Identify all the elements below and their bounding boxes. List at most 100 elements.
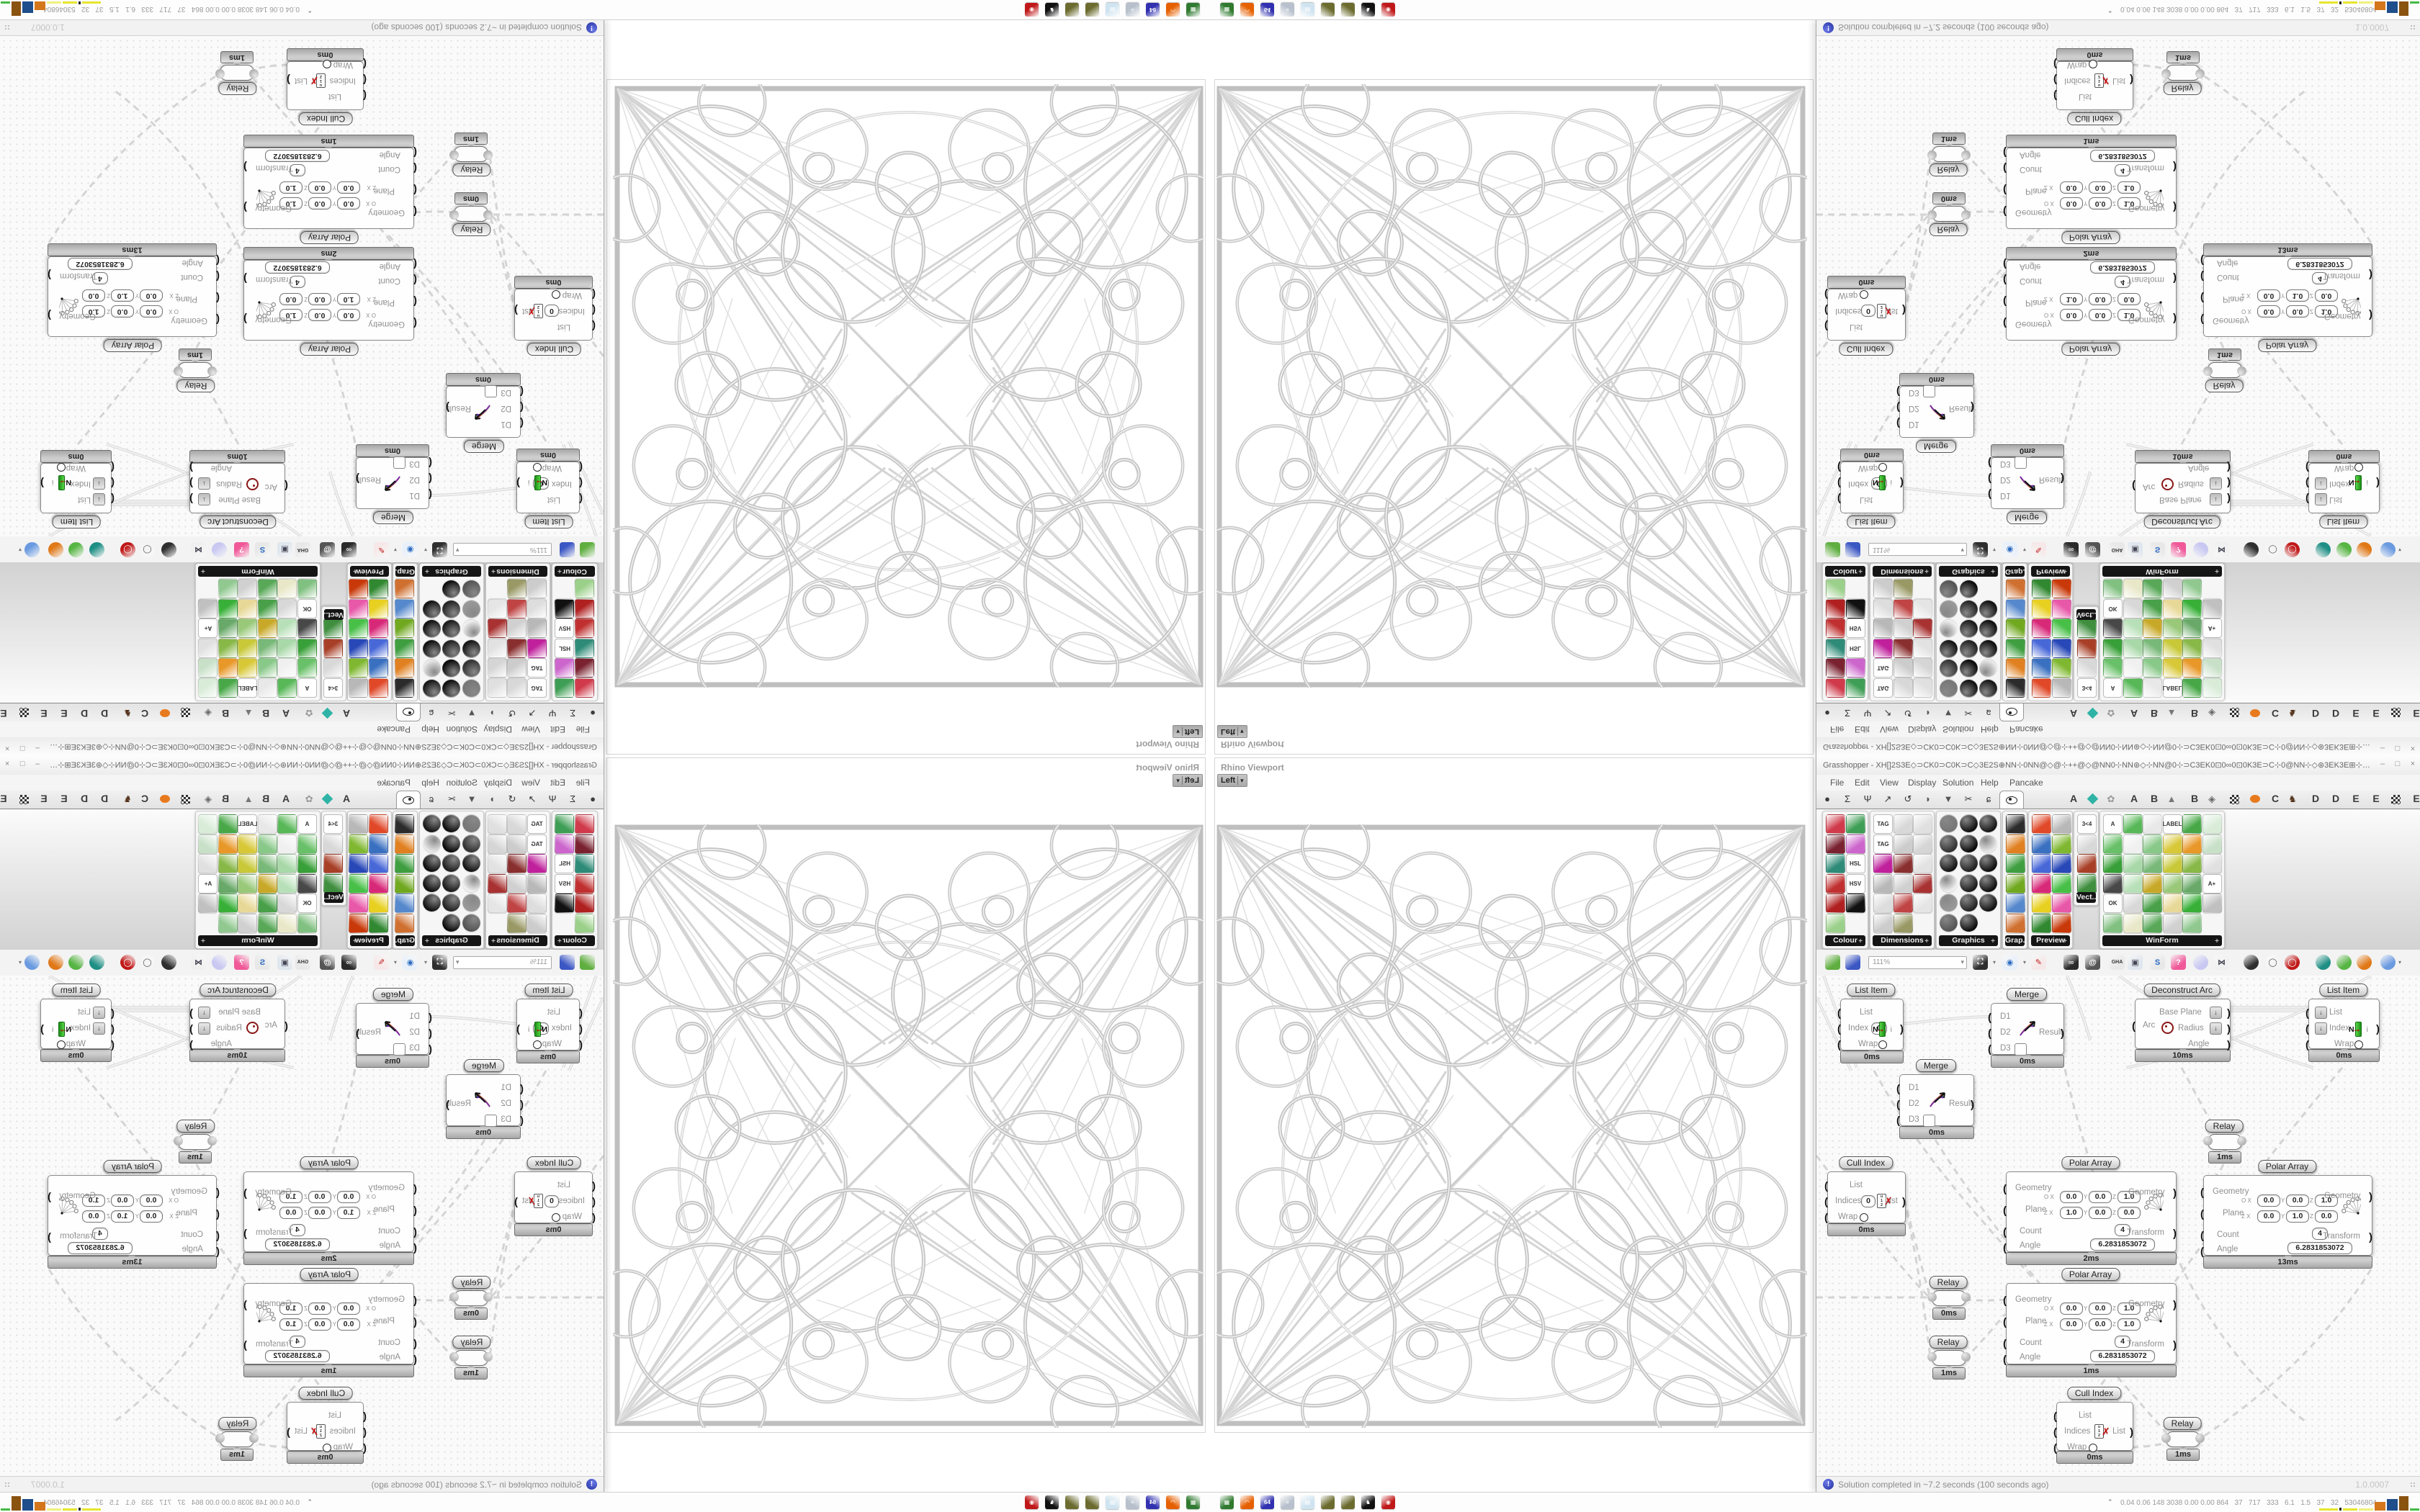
menu-help[interactable]: Help: [421, 724, 439, 734]
palette-icon[interactable]: [258, 814, 277, 834]
palette-icon[interactable]: [369, 873, 388, 894]
params-icon[interactable]: ●: [1824, 793, 1830, 804]
value-box[interactable]: 6.2831853072: [265, 150, 330, 162]
palette-icon[interactable]: [1845, 834, 1865, 854]
wire-hook[interactable]: (: [111, 461, 115, 473]
node-relay-capsule[interactable]: [2166, 65, 2200, 81]
palette-icon[interactable]: [442, 640, 461, 658]
resize-grip[interactable]: [2410, 24, 2416, 30]
palette-icon[interactable]: [349, 854, 369, 873]
palette-icon[interactable]: [297, 618, 317, 639]
palette-icon[interactable]: [462, 640, 480, 658]
palette-icon[interactable]: [575, 599, 594, 618]
wrap-toggle[interactable]: [1860, 290, 1868, 299]
wire-hook[interactable]: (: [2200, 292, 2204, 304]
orange-oval-icon[interactable]: [160, 795, 170, 803]
palette-icon[interactable]: [218, 814, 238, 834]
palette-icon[interactable]: [507, 678, 527, 698]
wire-hook[interactable]: (: [2053, 73, 2057, 86]
palette-icon[interactable]: [369, 658, 388, 678]
mountain-icon[interactable]: ▲: [2166, 708, 2177, 719]
value-box[interactable]: 1.0: [2286, 1210, 2309, 1223]
tab-E[interactable]: E: [60, 793, 68, 804]
palette-icon[interactable]: LABEL: [2162, 678, 2182, 698]
palette-icon[interactable]: [555, 678, 575, 698]
maths-icon[interactable]: Σ: [569, 708, 576, 719]
zoom-combo[interactable]: 111% ▾: [1868, 543, 1967, 556]
palette-icon[interactable]: [2123, 814, 2143, 834]
node-canvas[interactable]: List Item(((ListIndex0N→i)Wrap0msMerge(D…: [0, 976, 604, 1476]
clam-button[interactable]: [161, 955, 176, 970]
wire-hook[interactable]: ): [516, 477, 520, 489]
palette-icon[interactable]: [1873, 913, 1893, 933]
wire-hook[interactable]: (: [579, 1023, 583, 1035]
fit-view-button[interactable]: ⛶: [1973, 542, 1988, 557]
palette-label-preview[interactable]: Preview +: [350, 566, 389, 577]
value-box[interactable]: 6.2831853072: [2090, 1350, 2155, 1362]
node-relay[interactable]: Relay: [1929, 163, 1968, 176]
palette-icon[interactable]: [323, 639, 343, 658]
wire-hook[interactable]: (: [2003, 1205, 2007, 1217]
balloon-button[interactable]: [2193, 955, 2208, 970]
node-merge[interactable]: (D1(D2(D3 Result): [446, 1074, 524, 1127]
wire-hook[interactable]: (: [2200, 270, 2204, 282]
item-index-widget[interactable]: N → i: [528, 1022, 547, 1037]
palette-icon[interactable]: [2162, 894, 2182, 913]
palette-icon[interactable]: 3<4: [2077, 678, 2097, 698]
pixel-grid-icon[interactable]: [2391, 708, 2401, 717]
palette-icon[interactable]: [423, 620, 441, 639]
chevron-down-icon[interactable]: ▾: [2398, 546, 2402, 553]
palette-icon[interactable]: [488, 599, 507, 618]
palette-icon[interactable]: [238, 618, 258, 639]
palette-icon[interactable]: [1826, 639, 1845, 658]
palette-icon[interactable]: [1893, 814, 1913, 834]
value-box[interactable]: 1.0: [337, 1207, 360, 1219]
palette-icon[interactable]: [395, 599, 414, 618]
sketch-pen-button[interactable]: ✎: [374, 955, 389, 970]
menu-display[interactable]: Display: [483, 724, 512, 734]
value-box[interactable]: 6.2831853072: [2287, 258, 2352, 270]
close-button[interactable]: ×: [2410, 760, 2416, 768]
palette-icon[interactable]: A: [297, 678, 317, 698]
maximize-button[interactable]: □: [2395, 760, 2401, 768]
node-relay-capsule[interactable]: [1932, 146, 1966, 162]
scroll-icon[interactable]: ≡: [1281, 3, 1294, 17]
palette-icon[interactable]: [2123, 894, 2143, 913]
node-merge[interactable]: (D1(D2(D3 Result): [1988, 456, 2064, 509]
expression-button[interactable]: ↓: [2210, 477, 2222, 490]
sphere1-icon[interactable]: [1085, 1495, 1099, 1509]
wire-hook[interactable]: ): [2227, 461, 2231, 473]
palette-icon[interactable]: [1913, 873, 1932, 894]
palette-icon[interactable]: [2006, 834, 2025, 854]
ring-red-button[interactable]: ◯: [2285, 542, 2300, 557]
value-box[interactable]: 0.0: [337, 1191, 360, 1203]
emulator-icon[interactable]: ▦: [1186, 3, 1200, 17]
wire-hook[interactable]: (: [111, 1039, 115, 1051]
tab-B[interactable]: B: [2190, 708, 2199, 719]
maximize-button[interactable]: □: [19, 744, 25, 752]
palette-icon[interactable]: [297, 834, 317, 854]
ring-red-button[interactable]: ◯: [120, 955, 135, 970]
menu-edit[interactable]: Edit: [1855, 724, 1870, 734]
palette-icon[interactable]: [462, 620, 480, 639]
value-box[interactable]: 0.0: [2089, 1207, 2112, 1219]
palette-icon[interactable]: [1940, 834, 1958, 852]
wire-hook[interactable]: ): [446, 1099, 449, 1111]
wire-hook[interactable]: (: [1824, 1180, 1828, 1192]
palette-icon[interactable]: [2123, 873, 2143, 894]
surface-icon[interactable]: ◗: [489, 708, 495, 719]
node-cull-index[interactable]: (((List Indices 0 u 1 2 ✗ List) Wrap: [514, 288, 596, 341]
wire-hook[interactable]: ): [2173, 1299, 2177, 1311]
wire-hook[interactable]: ): [2173, 1187, 2177, 1200]
wire-hook[interactable]: (: [2305, 1007, 2309, 1020]
palette-icon[interactable]: [258, 579, 277, 599]
palette-icon[interactable]: [2123, 579, 2143, 599]
tab-E[interactable]: E: [40, 708, 48, 719]
value-box[interactable]: 6.2831853072: [2090, 150, 2155, 162]
palette-icon[interactable]: [2006, 658, 2025, 678]
palette-icon[interactable]: [1893, 873, 1913, 894]
palette-icon[interactable]: [507, 834, 527, 854]
node-relay[interactable]: Relay: [452, 1336, 491, 1349]
sphere-orange-button[interactable]: [48, 542, 63, 557]
up-arrow-icon[interactable]: ⌃: [307, 6, 313, 14]
